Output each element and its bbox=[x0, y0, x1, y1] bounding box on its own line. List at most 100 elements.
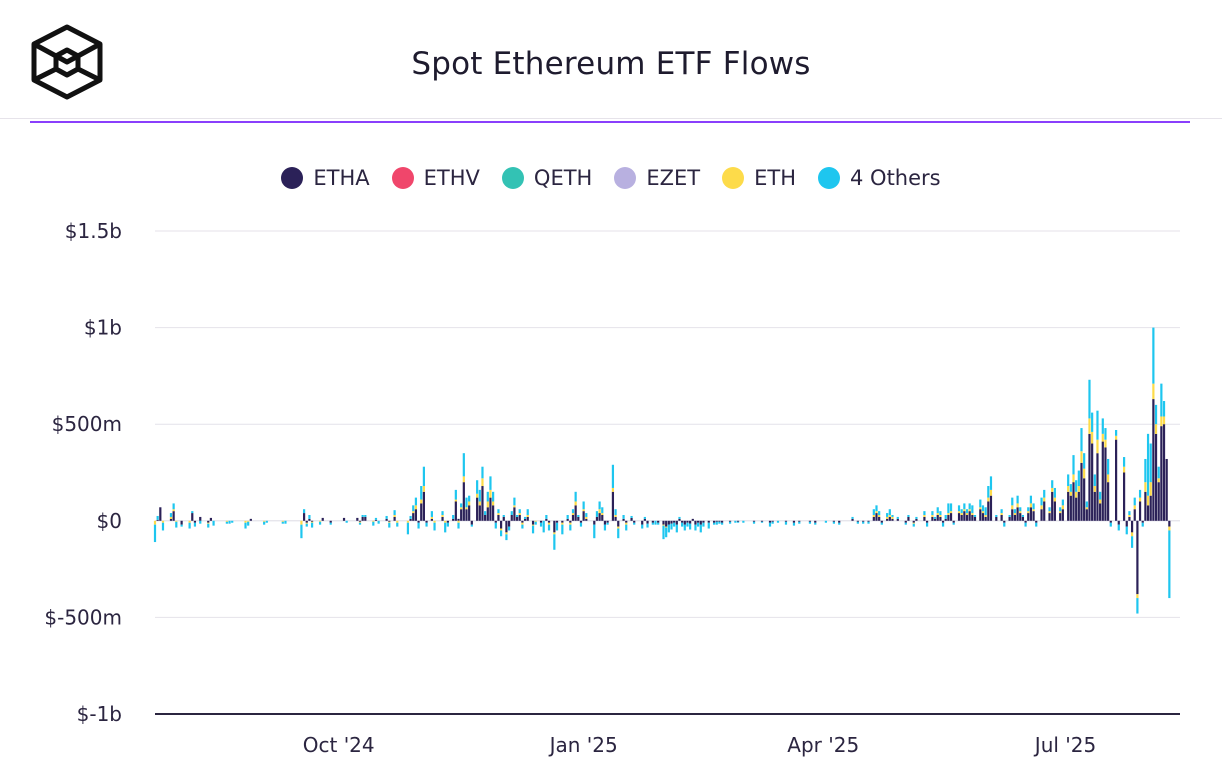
bar-stack[interactable] bbox=[1032, 503, 1035, 521]
bar-stack[interactable] bbox=[702, 520, 705, 527]
bar-stack[interactable] bbox=[689, 520, 692, 530]
bar-stack[interactable] bbox=[356, 517, 359, 521]
bar-stack[interactable] bbox=[1157, 466, 1160, 521]
bar-stack[interactable] bbox=[545, 515, 548, 521]
bar-stack[interactable] bbox=[1104, 428, 1107, 521]
bar-stack[interactable] bbox=[957, 505, 961, 521]
bar-stack[interactable] bbox=[1077, 470, 1080, 521]
bar-stack[interactable] bbox=[412, 505, 415, 521]
bar-stack[interactable] bbox=[159, 507, 162, 521]
bar-stack[interactable] bbox=[931, 511, 934, 521]
bar-stack[interactable] bbox=[247, 520, 250, 526]
bar-stack[interactable] bbox=[263, 520, 266, 525]
bar-stack[interactable] bbox=[430, 511, 433, 521]
bar-stack[interactable] bbox=[907, 515, 910, 521]
bar-stack[interactable] bbox=[944, 515, 947, 521]
bar-stack[interactable] bbox=[851, 516, 854, 521]
bar-stack[interactable] bbox=[1040, 497, 1043, 521]
bar-stack[interactable] bbox=[302, 509, 306, 521]
bar-stack[interactable] bbox=[1053, 487, 1056, 521]
bar-stack[interactable] bbox=[715, 520, 718, 525]
bar-stack[interactable] bbox=[606, 520, 609, 525]
bar-stack[interactable] bbox=[425, 520, 428, 527]
bar-stack[interactable] bbox=[497, 509, 500, 521]
bar-stack[interactable] bbox=[377, 520, 380, 524]
bar-stack[interactable] bbox=[300, 520, 303, 539]
bar-stack[interactable] bbox=[284, 520, 287, 524]
bar-stack[interactable] bbox=[707, 520, 710, 529]
legend-item-eth[interactable]: ETH bbox=[722, 166, 796, 190]
bar-stack[interactable] bbox=[1149, 443, 1152, 521]
bar-stack[interactable] bbox=[199, 516, 202, 524]
bar-stack[interactable] bbox=[1125, 520, 1128, 535]
bar-stack[interactable] bbox=[1003, 520, 1006, 527]
bar-stack[interactable] bbox=[808, 520, 812, 524]
bar-stack[interactable] bbox=[952, 520, 955, 525]
bar-stack[interactable] bbox=[329, 520, 332, 525]
bar-stack[interactable] bbox=[963, 503, 966, 521]
bar-stack[interactable] bbox=[175, 520, 178, 528]
bar-stack[interactable] bbox=[510, 511, 513, 521]
bar-stack[interactable] bbox=[374, 517, 378, 521]
bar-stack[interactable] bbox=[585, 513, 588, 521]
bar-stack[interactable] bbox=[888, 509, 891, 521]
bar-stack[interactable] bbox=[364, 515, 367, 521]
bar-stack[interactable] bbox=[798, 520, 801, 524]
bar-stack[interactable] bbox=[420, 486, 423, 521]
bar-stack[interactable] bbox=[947, 503, 950, 521]
bar-stack[interactable] bbox=[728, 520, 732, 524]
bar-stack[interactable] bbox=[824, 520, 828, 523]
bar-stack[interactable] bbox=[720, 520, 724, 525]
bar-stack[interactable] bbox=[422, 466, 425, 521]
bar-stack[interactable] bbox=[1107, 458, 1110, 521]
bar-stack[interactable] bbox=[814, 520, 817, 525]
bar-stack[interactable] bbox=[521, 520, 524, 529]
bar-stack[interactable] bbox=[161, 520, 165, 531]
bar-stack[interactable] bbox=[505, 520, 508, 541]
bar-stack[interactable] bbox=[686, 520, 689, 527]
bar-stack[interactable] bbox=[670, 520, 673, 530]
bar-stack[interactable] bbox=[768, 520, 772, 527]
bar-stack[interactable] bbox=[249, 518, 252, 521]
bar-stack[interactable] bbox=[489, 476, 492, 521]
bar-stack[interactable] bbox=[225, 520, 228, 524]
bar-stack[interactable] bbox=[891, 515, 894, 521]
bar-stack[interactable] bbox=[603, 520, 607, 531]
bar-stack[interactable] bbox=[694, 520, 697, 531]
bar-stack[interactable] bbox=[939, 511, 942, 521]
bar-stack[interactable] bbox=[1000, 509, 1003, 521]
bar-stack[interactable] bbox=[1080, 428, 1083, 521]
bar-stack[interactable] bbox=[654, 520, 657, 525]
bar-stack[interactable] bbox=[494, 520, 497, 529]
bar-stack[interactable] bbox=[582, 501, 585, 521]
bar-stack[interactable] bbox=[566, 515, 569, 521]
bar-stack[interactable] bbox=[683, 520, 686, 531]
bar-stack[interactable] bbox=[923, 511, 926, 521]
bar-stack[interactable] bbox=[244, 520, 247, 529]
bar-stack[interactable] bbox=[561, 520, 564, 535]
bar-stack[interactable] bbox=[734, 520, 737, 523]
bar-stack[interactable] bbox=[611, 464, 615, 521]
bar-stack[interactable] bbox=[1021, 515, 1025, 521]
bar-stack[interactable] bbox=[665, 520, 668, 538]
bar-stack[interactable] bbox=[643, 516, 646, 521]
bar-stack[interactable] bbox=[1141, 520, 1144, 527]
bar-stack[interactable] bbox=[625, 520, 628, 531]
bar-stack[interactable] bbox=[523, 516, 527, 521]
bar-stack[interactable] bbox=[172, 503, 175, 521]
bar-stack[interactable] bbox=[657, 520, 660, 525]
bar-stack[interactable] bbox=[949, 503, 953, 521]
bar-stack[interactable] bbox=[960, 509, 963, 521]
bar-stack[interactable] bbox=[281, 520, 284, 524]
bar-stack[interactable] bbox=[1101, 418, 1104, 521]
bar-stack[interactable] bbox=[526, 509, 529, 521]
bar-stack[interactable] bbox=[712, 520, 716, 525]
bar-stack[interactable] bbox=[1083, 453, 1086, 521]
bar-stack[interactable] bbox=[500, 520, 503, 537]
bar-stack[interactable] bbox=[1019, 507, 1022, 521]
bar-stack[interactable] bbox=[1024, 520, 1027, 527]
bar-stack[interactable] bbox=[539, 520, 543, 527]
bar-stack[interactable] bbox=[156, 515, 159, 521]
bar-stack[interactable] bbox=[417, 520, 420, 529]
bar-stack[interactable] bbox=[633, 520, 636, 525]
